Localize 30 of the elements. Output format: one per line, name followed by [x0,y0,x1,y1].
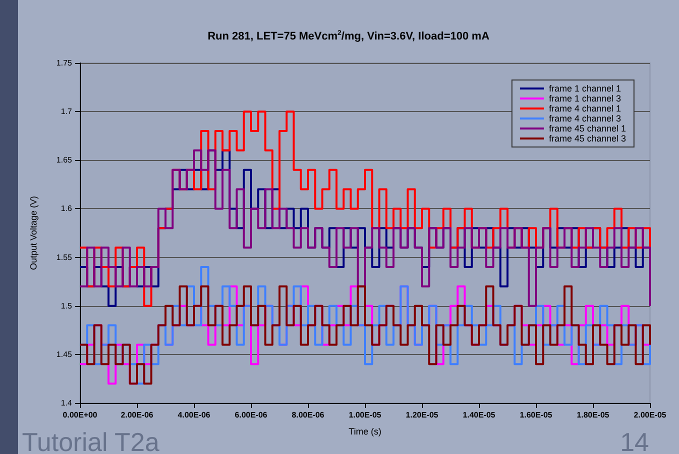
x-tick-label: 1.20E-05 [406,410,439,420]
x-tick-label: 1.80E-05 [576,410,610,420]
y-tick-label: 1.4 [60,398,73,408]
x-tick-label: 4.00E-06 [178,410,211,420]
y-axis-title: Output Voltage (V) [28,196,38,270]
x-tick-label: 1.00E-05 [348,410,382,420]
text: 14 [620,427,649,454]
y-tick-label: 1.7 [60,107,73,116]
legend-label: frame 45 channel 3 [548,134,626,144]
y-tick-label: 1.5 [60,301,73,310]
chart-title: Run 281, LET=75 MeVcm$^{2}$/mg, Vin=3.6V, Iload=100 mA [206,30,490,43]
x-tick-label: 8.00E-06 [292,410,325,420]
x-tick-label: 1.60E-05 [520,410,553,420]
y-tick-label: 1.65 [56,156,73,165]
legend-label: frame 45 channel 1 [548,124,626,134]
y-tick-label: 1.55 [56,252,73,262]
x-tick-label: 0.00E+00 [62,410,98,420]
x-tick-label: 1.40E-05 [462,410,496,420]
text: Tutorial T2a [22,427,160,454]
legend-label: frame 1 channel 3 [548,94,621,104]
legend-label: frame 4 channel 3 [548,114,621,124]
legend-label: frame 4 channel 1 [548,104,621,114]
x-axis-title: Time (s) [348,426,382,436]
y-tick-label: 1.75 [56,58,73,68]
x-tick-label: 6.00E-06 [234,410,268,420]
y-tick-label: 1.45 [56,350,73,359]
x-tick-label: 2.00E-05 [634,410,667,420]
y-tick-label: 1.6 [60,204,73,214]
x-tick-label: 2.00E-06 [120,410,154,420]
legend-label: frame 1 channel 1 [548,84,621,94]
